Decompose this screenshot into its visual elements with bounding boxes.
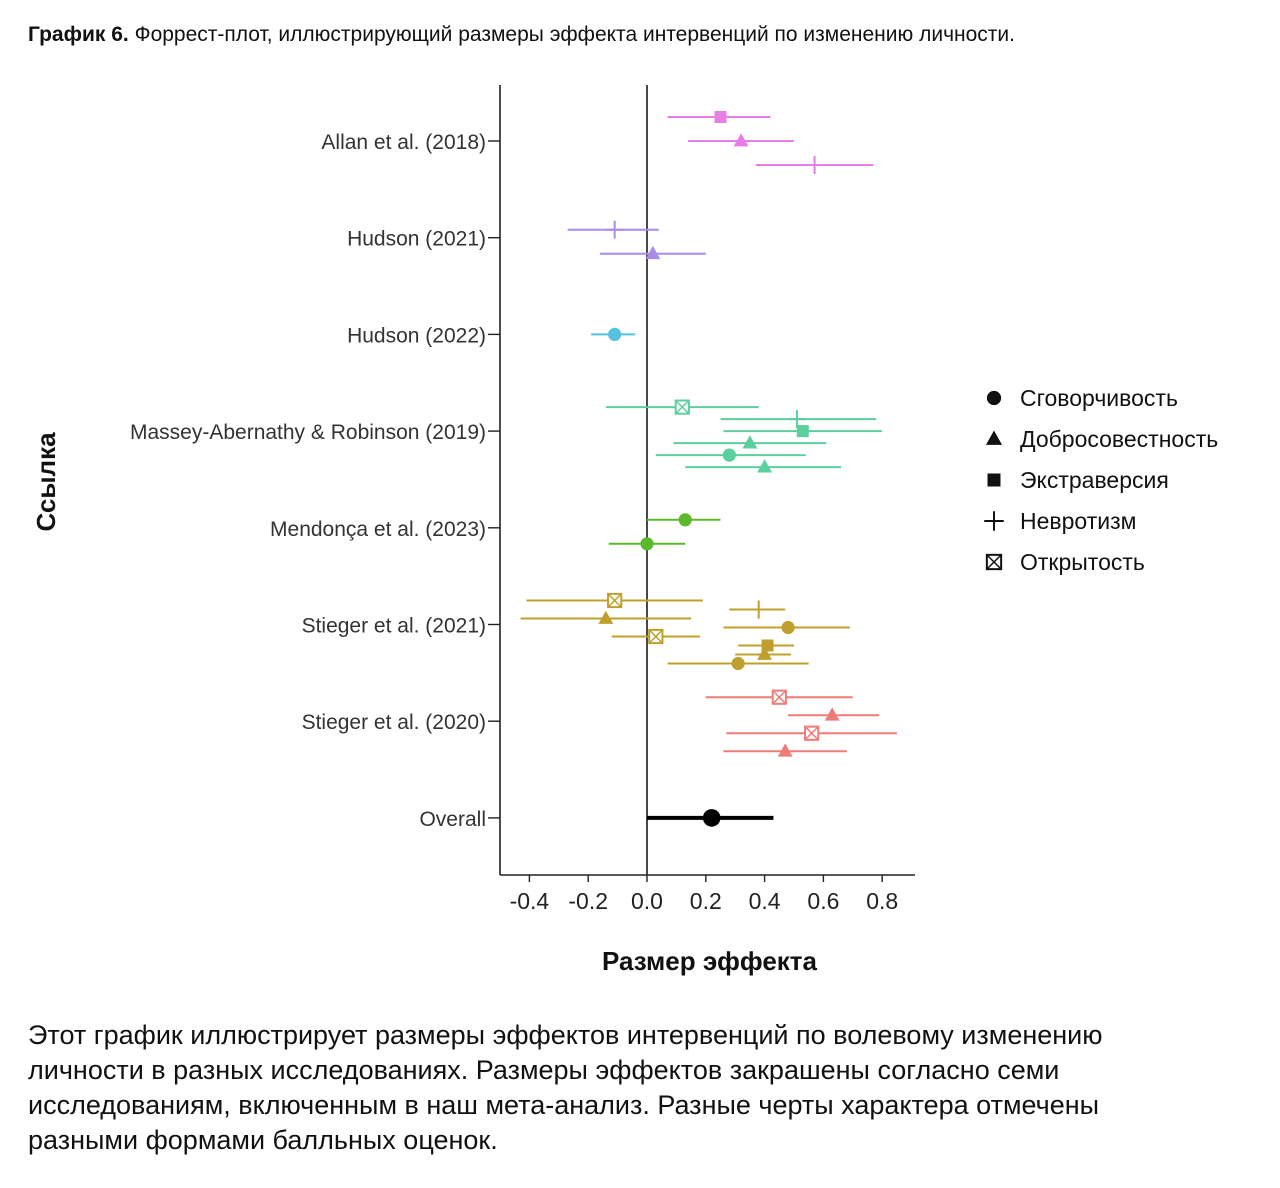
point-triangle bbox=[824, 707, 840, 721]
x-tick-label: -0.4 bbox=[510, 888, 550, 914]
point-boxed-x bbox=[648, 628, 664, 645]
legend-item: Сговорчивость bbox=[986, 385, 1178, 411]
legend-item: Открытость bbox=[985, 549, 1145, 575]
x-tick-label: 0.4 bbox=[749, 888, 781, 914]
point-circle bbox=[731, 656, 745, 671]
study-label: Stieger et al. (2020) bbox=[302, 711, 486, 734]
x-tick-label: 0.0 bbox=[631, 888, 663, 914]
point-boxed-x bbox=[674, 399, 690, 415]
legend: Сговорчивость Добросовестность Экстраверси… bbox=[984, 385, 1218, 575]
effect-estimate bbox=[611, 628, 700, 645]
point-square bbox=[796, 425, 809, 438]
effect-estimate bbox=[729, 600, 786, 619]
study-row: Hudson (2022) bbox=[347, 324, 636, 347]
study-row: Stieger et al. (2020) bbox=[302, 689, 897, 757]
point-triangle bbox=[985, 430, 1003, 445]
effect-estimate bbox=[726, 725, 897, 741]
effect-estimate bbox=[755, 156, 874, 174]
forest-plot: -0.4 -0.2 0.0 0.2 0.4 0.6 0.8 Размер эффекта Ссы… bbox=[31, 85, 1218, 976]
point-triangle bbox=[757, 459, 773, 473]
effect-estimate bbox=[673, 435, 827, 449]
effect-estimate bbox=[723, 620, 850, 635]
effect-estimate bbox=[723, 743, 847, 757]
study-label: Hudson (2022) bbox=[347, 324, 486, 347]
effect-estimate bbox=[605, 399, 759, 415]
legend-label: Невротизм bbox=[1020, 508, 1136, 534]
point-boxed-x bbox=[804, 725, 820, 741]
legend-item: Добросовестность bbox=[985, 426, 1218, 452]
point-plus bbox=[805, 156, 824, 174]
legend-label: Открытость bbox=[1020, 549, 1145, 575]
legend-item: Экстраверсия bbox=[987, 467, 1169, 493]
x-tick-label: 0.6 bbox=[807, 888, 839, 914]
point-circle bbox=[781, 620, 795, 635]
x-tick-label: 0.8 bbox=[866, 888, 898, 914]
effect-estimate bbox=[599, 245, 706, 260]
study-label: Allan et al. (2018) bbox=[321, 131, 486, 154]
effect-estimate bbox=[685, 459, 842, 473]
legend-label: Сговорчивость bbox=[1020, 385, 1178, 411]
effect-estimate bbox=[667, 656, 809, 671]
figure-title: Форрест-плот, иллюстрирующий размеры эфф… bbox=[128, 23, 1015, 46]
point-circle bbox=[678, 513, 692, 527]
point-triangle bbox=[733, 133, 749, 147]
study-row: Overall bbox=[419, 808, 774, 831]
effect-estimate bbox=[591, 327, 636, 341]
point-triangle bbox=[742, 435, 758, 449]
effect-estimate bbox=[705, 689, 853, 705]
legend-label: Экстраверсия bbox=[1020, 467, 1169, 493]
point-circle bbox=[640, 537, 654, 551]
legend-item: Невротизм bbox=[984, 508, 1136, 534]
figure-caption: График 6. Форрест-плот, иллюстрирующий р… bbox=[28, 20, 1268, 50]
effect-estimate bbox=[788, 707, 880, 721]
study-label: Overall bbox=[419, 808, 486, 831]
effect-estimate bbox=[688, 133, 794, 147]
study-row: Massey-Abernathy & Robinson (2019) bbox=[130, 399, 883, 473]
x-tick-label: 0.2 bbox=[690, 888, 722, 914]
study-row: Mendonça et al. (2023) bbox=[270, 513, 721, 551]
y-axis-title: Ссылка bbox=[31, 432, 61, 532]
point-circle bbox=[986, 390, 1002, 406]
study-row: Hudson (2021) bbox=[347, 220, 706, 260]
x-tick-label: -0.2 bbox=[568, 888, 608, 914]
effect-estimate bbox=[667, 111, 771, 123]
study-row: Stieger et al. (2021) bbox=[302, 592, 850, 671]
study-label: Massey-Abernathy & Robinson (2019) bbox=[130, 421, 486, 444]
point-square bbox=[987, 473, 1001, 487]
point-boxed-x bbox=[607, 592, 623, 609]
point-plus bbox=[984, 511, 1004, 531]
point-plus bbox=[749, 600, 768, 619]
effect-estimate bbox=[608, 537, 686, 551]
point-circle bbox=[608, 327, 622, 341]
effect-estimate bbox=[647, 809, 774, 827]
point-circle bbox=[702, 809, 721, 827]
study-label: Hudson (2021) bbox=[347, 228, 486, 251]
legend-label: Добросовестность bbox=[1020, 426, 1218, 452]
point-plus bbox=[605, 220, 624, 239]
effect-estimate bbox=[723, 425, 883, 438]
point-triangle bbox=[645, 245, 661, 260]
study-label: Mendonça et al. (2023) bbox=[270, 518, 486, 541]
point-boxed-x bbox=[985, 553, 1003, 571]
study-label: Stieger et al. (2021) bbox=[302, 615, 486, 638]
figure-description: Этот график иллюстрирует размеры эффекто… bbox=[28, 1020, 1103, 1155]
point-square bbox=[714, 111, 727, 123]
effect-estimate bbox=[655, 448, 806, 462]
x-axis-title: Размер эффекта bbox=[602, 946, 818, 976]
point-triangle bbox=[757, 646, 773, 660]
effect-estimate bbox=[567, 220, 659, 239]
effect-estimate bbox=[520, 610, 692, 624]
point-boxed-x bbox=[771, 689, 787, 705]
effect-estimate bbox=[647, 513, 721, 527]
figure-number: График 6. bbox=[28, 23, 129, 46]
point-triangle bbox=[777, 743, 793, 757]
point-circle bbox=[722, 448, 736, 462]
study-row: Allan et al. (2018) bbox=[321, 111, 874, 174]
effect-estimate bbox=[526, 592, 703, 609]
effect-estimate bbox=[735, 646, 792, 660]
point-triangle bbox=[598, 610, 614, 624]
